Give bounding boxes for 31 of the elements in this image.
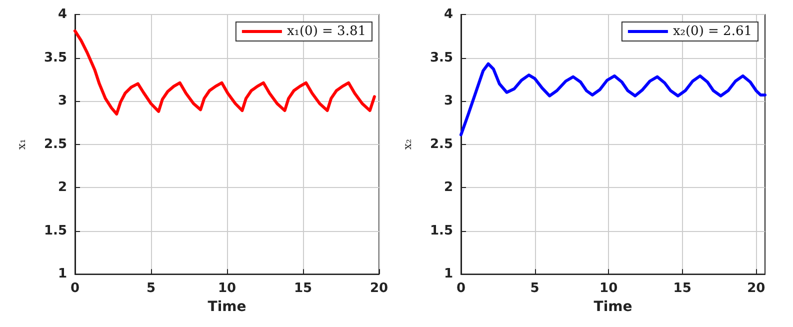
y-tick-label: 3.5 [430, 50, 453, 66]
legend-label: x₂(0) = 2.61 [672, 24, 752, 39]
y-tick-label: 1 [444, 266, 453, 282]
y-tick-label: 4 [58, 7, 67, 22]
y-axis-title: x₂ [401, 138, 414, 150]
line-series [460, 62, 766, 136]
y-tick-label: 3 [444, 94, 453, 109]
x-tick-label: 0 [456, 281, 466, 296]
x-tick-label: 10 [600, 281, 618, 296]
x-tick-label: 15 [673, 281, 692, 296]
x-tick-label: 10 [218, 281, 236, 296]
y-tick-label: 1 [58, 266, 67, 282]
y-tick-label: 1.5 [44, 223, 67, 238]
x-tick-label: 20 [370, 281, 388, 296]
y-axis-title: x₁ [15, 138, 28, 150]
x-tick-label: 5 [530, 281, 540, 296]
legend-label: x₁(0) = 3.81 [286, 24, 366, 39]
x-tick-label: 5 [146, 281, 156, 296]
y-tick-label: 4 [444, 7, 453, 22]
x-axis-title: Time [594, 299, 632, 315]
y-tick-label: 2.5 [430, 136, 453, 152]
y-tick-label: 3 [58, 94, 67, 109]
y-tick-label: 2.5 [44, 136, 67, 152]
x-tick-label: 0 [70, 281, 80, 296]
y-tick-label: 3.5 [44, 50, 67, 66]
y-tick-label: 2 [58, 180, 67, 196]
x-tick-label: 20 [747, 281, 766, 296]
y-tick-label: 1.5 [430, 223, 453, 238]
x-axis-title: Time [208, 299, 246, 315]
y-tick-label: 2 [444, 180, 453, 196]
x-tick-label: 15 [294, 281, 312, 296]
